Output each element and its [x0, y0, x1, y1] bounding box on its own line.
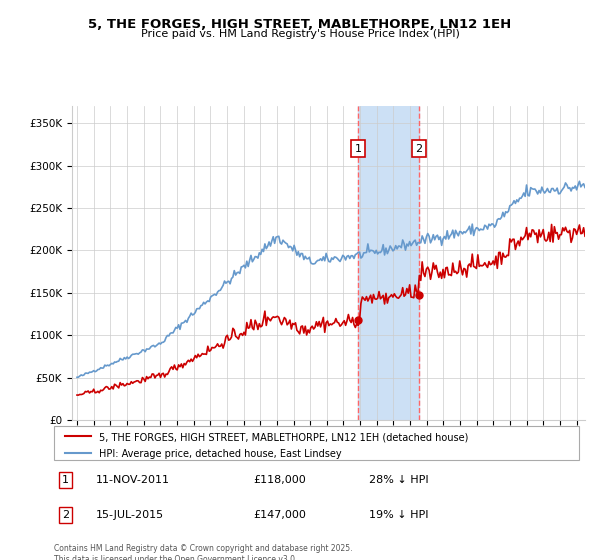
Text: 1: 1 — [355, 144, 361, 154]
Text: 2: 2 — [416, 144, 422, 154]
Text: 28% ↓ HPI: 28% ↓ HPI — [369, 475, 428, 485]
Text: Price paid vs. HM Land Registry's House Price Index (HPI): Price paid vs. HM Land Registry's House … — [140, 29, 460, 39]
Text: £118,000: £118,000 — [254, 475, 306, 485]
Text: £147,000: £147,000 — [254, 510, 307, 520]
Text: 5, THE FORGES, HIGH STREET, MABLETHORPE, LN12 1EH: 5, THE FORGES, HIGH STREET, MABLETHORPE,… — [88, 18, 512, 31]
Text: 5, THE FORGES, HIGH STREET, MABLETHORPE, LN12 1EH (detached house): 5, THE FORGES, HIGH STREET, MABLETHORPE,… — [98, 432, 468, 442]
Text: HPI: Average price, detached house, East Lindsey: HPI: Average price, detached house, East… — [98, 449, 341, 459]
Text: 1: 1 — [62, 475, 69, 485]
Text: 19% ↓ HPI: 19% ↓ HPI — [369, 510, 428, 520]
Text: 2: 2 — [62, 510, 69, 520]
Bar — [358, 106, 419, 420]
Text: 11-NOV-2011: 11-NOV-2011 — [96, 475, 170, 485]
FancyBboxPatch shape — [54, 426, 579, 460]
Text: Contains HM Land Registry data © Crown copyright and database right 2025.
This d: Contains HM Land Registry data © Crown c… — [54, 544, 353, 560]
Text: 15-JUL-2015: 15-JUL-2015 — [96, 510, 164, 520]
